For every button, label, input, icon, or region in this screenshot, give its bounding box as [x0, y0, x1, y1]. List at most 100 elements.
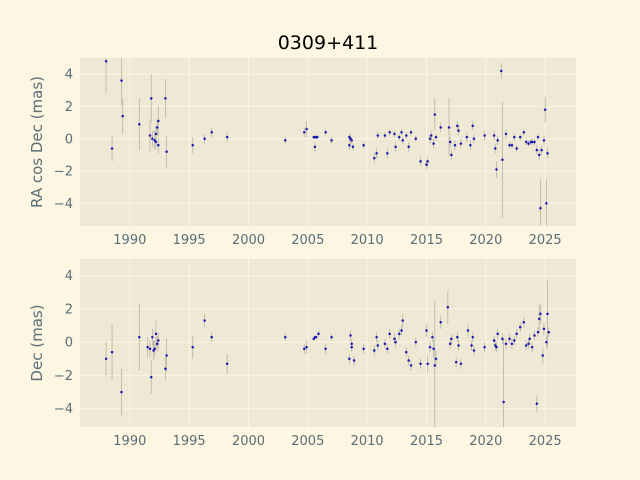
- ra-data-point: [425, 163, 428, 166]
- ra-data-point: [434, 135, 438, 139]
- ra-data-point: [535, 148, 539, 152]
- ra-data-point: [164, 97, 167, 100]
- ra-data-point: [522, 131, 526, 134]
- dec-data-point: [352, 359, 356, 362]
- ra-data-point: [121, 114, 125, 118]
- dec-data-point: [375, 335, 378, 339]
- y-tick-label: 2: [65, 100, 73, 115]
- dec-data-point: [157, 339, 160, 342]
- ra-data-point: [383, 134, 387, 137]
- dec-data-point: [537, 317, 541, 321]
- x-tick-label: 2025: [529, 434, 562, 449]
- ra-data-point: [546, 152, 549, 155]
- ra-data-point: [499, 69, 503, 73]
- ra-data-point: [524, 140, 528, 144]
- dec-x-ticks: 1990 1995 2000 2005 2010 2015 2020 2025: [113, 434, 561, 449]
- ra-data-point: [512, 135, 516, 139]
- dec-data-point: [512, 339, 516, 342]
- ra-data-point: [428, 137, 432, 141]
- ra-data-point: [539, 206, 542, 210]
- ra-data-point: [472, 137, 476, 141]
- dec-points: [104, 305, 551, 406]
- ra-data-point: [283, 139, 287, 142]
- ra-data-point: [155, 126, 159, 129]
- dec-data-point: [151, 335, 154, 339]
- ra-data-point: [447, 126, 451, 129]
- ra-data-point: [149, 97, 153, 100]
- x-tick-label: 1990: [113, 434, 146, 449]
- y-tick-label: −4: [54, 402, 73, 417]
- ra-data-point: [433, 113, 437, 116]
- ra-data-point: [400, 131, 403, 134]
- dec-data-point: [283, 335, 287, 339]
- ra-data-point: [401, 139, 405, 142]
- x-tick-label: 2005: [291, 434, 324, 449]
- dec-data-point: [518, 325, 522, 329]
- ra-data-point: [375, 152, 378, 155]
- ra-plot-area: [80, 58, 576, 226]
- dec-data-point: [533, 334, 536, 337]
- dec-data-point: [541, 354, 545, 357]
- dec-data-point: [148, 347, 152, 351]
- x-tick-label: 2020: [469, 233, 502, 248]
- ra-data-point: [409, 131, 413, 134]
- ra-x-ticks: 1990 1995 2000 2005 2010 2015 2020 2025: [113, 233, 561, 248]
- ra-data-point: [545, 202, 548, 205]
- ra-data-point: [518, 135, 522, 139]
- ra-data-point: [362, 143, 365, 147]
- y-tick-label: 2: [65, 302, 73, 317]
- dec-y-axis-label: Dec (mas): [28, 304, 46, 381]
- ra-data-point: [376, 134, 380, 137]
- ra-data-point: [302, 131, 306, 134]
- dec-data-point: [472, 349, 476, 352]
- ra-data-point: [120, 79, 123, 82]
- ra-data-point: [351, 145, 355, 149]
- dec-data-point: [496, 332, 499, 336]
- dec-data-point: [501, 337, 504, 341]
- dec-data-point: [466, 329, 470, 332]
- dec-data-point: [138, 335, 141, 339]
- y-tick-label: 0: [65, 132, 73, 147]
- dec-data-point: [425, 329, 428, 332]
- dec-data-point: [225, 362, 229, 366]
- dec-data-point: [386, 347, 389, 351]
- dec-data-point: [330, 335, 333, 339]
- ra-data-point: [407, 145, 410, 149]
- y-tick-label: 4: [65, 68, 73, 83]
- dec-data-point: [515, 332, 518, 336]
- ra-data-point: [456, 124, 459, 128]
- x-tick-label: 2020: [469, 434, 502, 449]
- dec-data-point: [393, 337, 396, 341]
- ra-data-point: [324, 131, 327, 134]
- ra-data-point: [457, 129, 460, 132]
- dec-data-point: [394, 340, 397, 344]
- ra-data-point: [471, 124, 475, 128]
- ra-data-point: [543, 108, 547, 111]
- dec-data-point: [536, 330, 540, 334]
- ra-data-point: [316, 135, 319, 139]
- ra-data-point: [191, 143, 195, 147]
- x-tick-label: 1995: [173, 233, 206, 248]
- y-tick-label: 0: [65, 336, 73, 351]
- dec-data-point: [155, 342, 159, 346]
- dec-data-point: [446, 305, 450, 309]
- dec-data-point: [397, 332, 401, 336]
- dec-data-point: [405, 350, 408, 354]
- dec-data-point: [401, 319, 405, 322]
- ra-data-point: [138, 122, 141, 126]
- ra-data-point: [305, 127, 308, 131]
- ra-data-point: [469, 143, 472, 147]
- ra-data-point: [350, 139, 354, 142]
- y-tick-label: −4: [54, 197, 73, 212]
- ra-data-point: [203, 137, 206, 141]
- ra-data-point: [330, 139, 333, 142]
- dec-data-point: [470, 344, 473, 347]
- dec-data-point: [372, 349, 376, 352]
- ra-data-point: [508, 143, 511, 147]
- ra-data-point: [388, 131, 392, 134]
- dec-data-point: [409, 364, 413, 367]
- ra-y-axis-label: RA cos Dec (mas): [28, 76, 46, 208]
- dec-data-point: [165, 354, 168, 357]
- dec-data-point: [439, 320, 443, 324]
